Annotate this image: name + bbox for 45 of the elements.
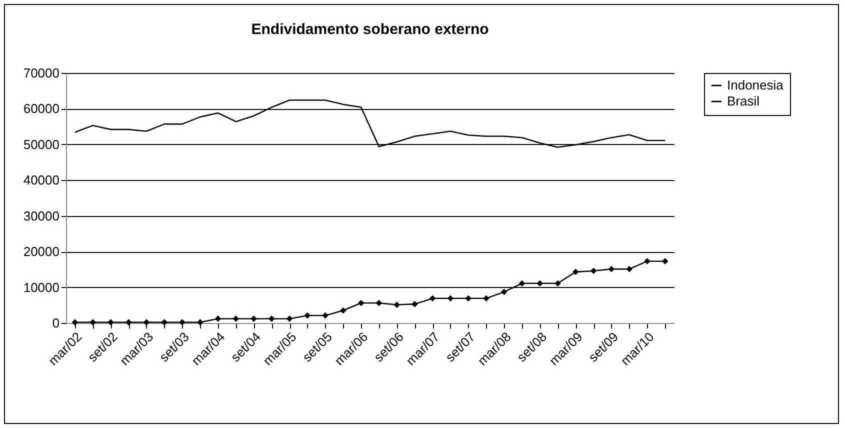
point: [590, 268, 597, 274]
point: [536, 280, 544, 287]
legend-label: Indonesia: [727, 78, 784, 92]
point: [394, 302, 400, 308]
chart-title: Endividamento soberano externo: [251, 21, 489, 38]
point: [358, 300, 364, 306]
point: [143, 319, 150, 326]
y-tick-label: 0: [52, 316, 60, 330]
point: [232, 316, 240, 322]
point: [304, 312, 311, 319]
point: [518, 280, 526, 287]
point: [125, 319, 132, 326]
point: [268, 316, 275, 322]
y-tick-label: 60000: [23, 101, 60, 116]
legend-label: Brasil: [727, 94, 760, 108]
point: [644, 258, 650, 264]
point: [662, 258, 668, 264]
point: [214, 316, 222, 322]
y-tick-label: 40000: [23, 172, 60, 188]
point: [447, 295, 454, 302]
point: [179, 319, 186, 326]
point: [500, 288, 508, 296]
point: [465, 295, 472, 302]
y-tick-label: 70000: [23, 66, 60, 80]
point: [196, 319, 204, 326]
point: [412, 300, 418, 308]
point: [483, 295, 490, 302]
point: [340, 307, 346, 314]
y-tick-label: 50000: [23, 136, 60, 152]
point: [626, 266, 632, 272]
point: [572, 268, 579, 276]
point: [90, 319, 96, 326]
point: [286, 316, 293, 322]
point: [608, 266, 615, 272]
point: [161, 319, 168, 326]
point: [554, 280, 561, 287]
y-tick-label: 10000: [23, 280, 60, 295]
y-tick-label: 20000: [23, 244, 60, 260]
point: [108, 319, 114, 326]
point: [250, 316, 257, 322]
point: [72, 319, 78, 326]
y-tick-label: 30000: [23, 208, 60, 224]
point: [376, 300, 382, 306]
point: [322, 312, 328, 319]
point: [429, 295, 436, 302]
